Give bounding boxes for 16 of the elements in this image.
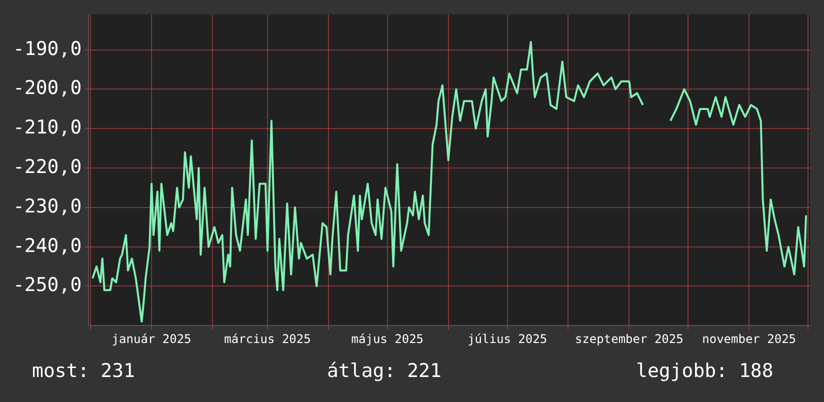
- y-tick-label: -230,0: [12, 195, 82, 218]
- x-tick-label: július 2025: [468, 332, 548, 346]
- y-tick-label: -220,0: [12, 156, 82, 178]
- text: most: 231: [32, 360, 135, 382]
- x-tick-label: november 2025: [702, 332, 796, 346]
- y-tick-label: -240,0: [12, 234, 82, 257]
- x-tick-label: március 2025: [224, 332, 311, 346]
- y-tick-label: -250,0: [12, 274, 82, 296]
- x-tick-label: január 2025: [112, 332, 192, 346]
- y-tick-label: -190,0: [12, 38, 82, 60]
- y-tick-label: -200,0: [12, 77, 82, 100]
- text: átlag: 221: [327, 360, 442, 382]
- x-tick-label: szeptember 2025: [574, 332, 684, 346]
- text: legjobb: 188: [636, 360, 774, 382]
- y-tick-label: -210,0: [12, 116, 82, 139]
- x-tick-label: május 2025: [351, 332, 424, 346]
